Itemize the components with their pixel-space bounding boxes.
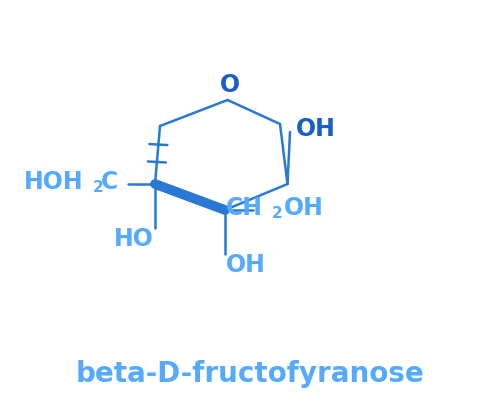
Text: OH: OH (296, 117, 336, 141)
Text: C: C (101, 170, 118, 194)
Text: 2: 2 (92, 180, 104, 195)
Text: HOH: HOH (24, 170, 84, 194)
Text: HO: HO (114, 227, 154, 251)
Text: O: O (220, 73, 240, 97)
Text: CH: CH (226, 196, 262, 220)
Text: 2: 2 (272, 206, 282, 221)
Text: beta-D-fructofyranose: beta-D-fructofyranose (76, 360, 424, 388)
Text: OH: OH (284, 196, 324, 220)
Text: OH: OH (226, 253, 266, 277)
